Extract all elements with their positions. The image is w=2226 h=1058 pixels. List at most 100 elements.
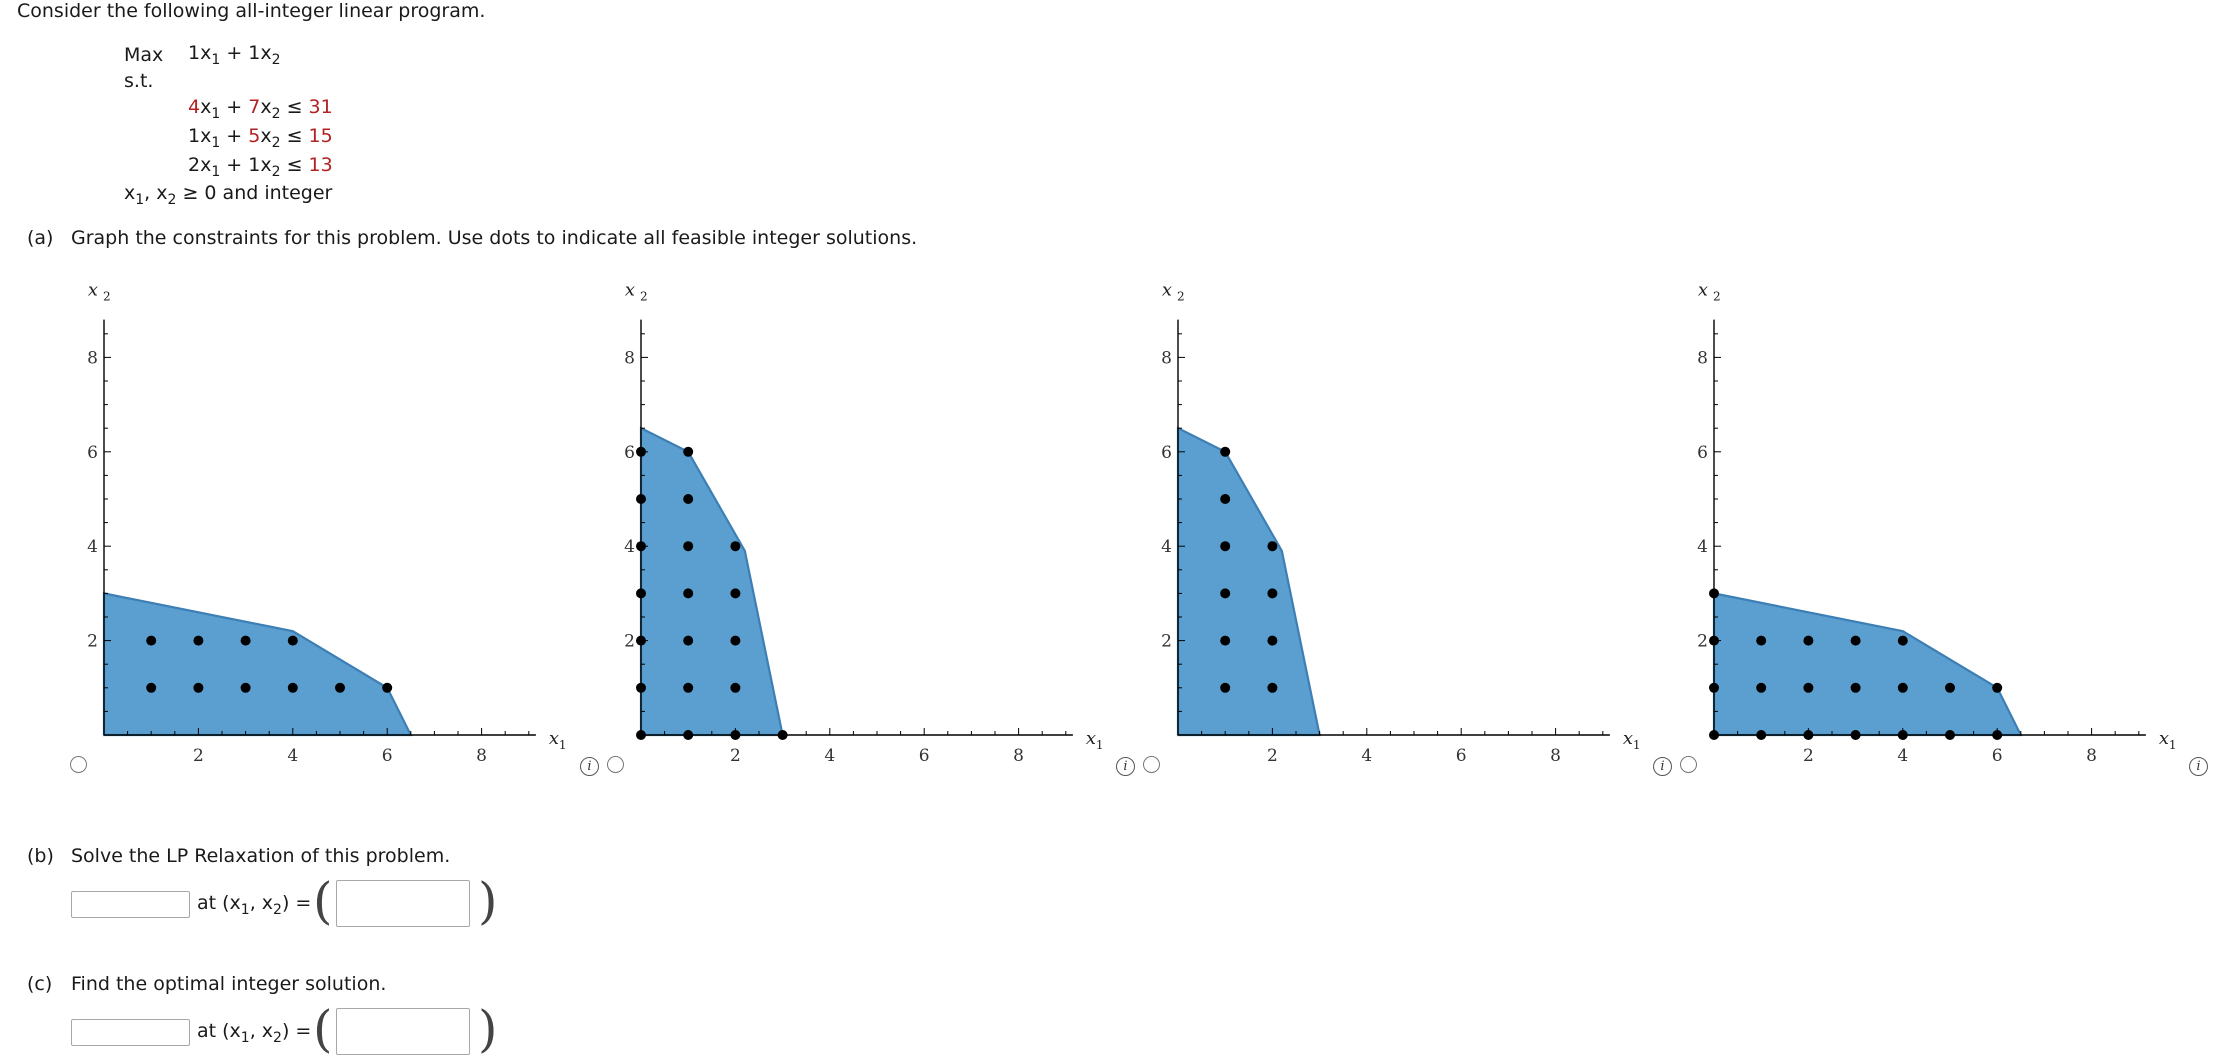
part-b-label: (b): [27, 845, 54, 867]
graph-1-integer-point: [240, 635, 251, 646]
graph-1-integer-point: [146, 635, 157, 646]
graph-2-integer-point: [636, 635, 646, 646]
graph-2-y-tick-label: 4: [624, 537, 635, 557]
graph-3-integer-point: [1267, 541, 1278, 552]
graph-1-x-axis-label: x: [549, 728, 559, 749]
graph-1-x-tick-label: 2: [193, 746, 204, 766]
graph-2-x-tick-label: 8: [1013, 746, 1024, 766]
part-c-label: (c): [27, 973, 53, 995]
graph-2-integer-point: [636, 541, 646, 552]
graph-4-integer-point: [1803, 635, 1814, 646]
graph-2-info-icon[interactable]: i: [1116, 757, 1135, 776]
part-c-value-input[interactable]: [71, 1019, 190, 1046]
graph-1-integer-point: [193, 635, 204, 646]
graph-4-integer-point: [1709, 588, 1719, 599]
graph-1-y-tick-label: 4: [87, 537, 98, 557]
graph-4-integer-point: [1756, 682, 1767, 693]
nonnegativity-constraint: x1, x2 ≥ 0 and integer: [124, 182, 333, 208]
graph-3-x-tick-label: 4: [1361, 746, 1372, 766]
graph-4-x-axis-label: x: [2159, 728, 2169, 749]
graph-4-y-axis-label-sub: 2: [1713, 290, 1721, 304]
graph-3-integer-point: [1220, 588, 1231, 599]
graph-2-integer-point: [730, 635, 741, 646]
graph-2-x-axis-label-sub: 1: [1096, 738, 1104, 752]
graph-1-y-tick-label: 2: [87, 632, 98, 652]
graph-2-y-axis-label-sub: 2: [640, 290, 648, 304]
graph-1-integer-point: [287, 635, 298, 646]
constraint-3: 2x1 + 1x2 ≤ 13: [188, 154, 333, 180]
graph-3-info-icon[interactable]: i: [1653, 757, 1672, 776]
graph-4-integer-point: [1756, 635, 1767, 646]
graph-3-y-axis-label: x: [1162, 280, 1172, 301]
graph-3-integer-point: [1220, 682, 1231, 693]
graph-4-integer-point: [1850, 730, 1861, 740]
graph-2-feasible-region: [639, 426, 784, 737]
graph-2-integer-point: [730, 588, 741, 599]
graph-3-radio[interactable]: [1143, 756, 1160, 773]
graph-2-integer-point: [636, 446, 646, 457]
graph-4-y-tick-label: 4: [1697, 537, 1708, 557]
part-c-left-paren: (: [313, 1000, 333, 1058]
part-c-text: Find the optimal integer solution.: [71, 973, 387, 995]
graph-3-x-tick-label: 6: [1456, 746, 1467, 766]
graph-4-radio[interactable]: [1680, 756, 1697, 773]
graph-4-integer-point: [1709, 730, 1719, 740]
graph-4-x-tick-label: 6: [1992, 746, 2003, 766]
graph-4-integer-point: [1709, 635, 1719, 646]
graph-3-x-tick-label: 8: [1550, 746, 1561, 766]
graph-4-integer-point: [1803, 682, 1814, 693]
graph-3-integer-point: [1220, 494, 1231, 504]
graph-3-integer-point: [1267, 588, 1278, 599]
graph-1-y-axis-label-sub: 2: [103, 290, 111, 304]
graph-4-integer-point: [1897, 730, 1908, 740]
part-c-at-label: at (x1, x2) =: [197, 1020, 312, 1046]
graph-4-info-icon[interactable]: i: [2189, 757, 2208, 776]
graph-2-integer-point: [683, 446, 694, 457]
part-b-text: Solve the LP Relaxation of this problem.: [71, 845, 451, 867]
intro-text: Consider the following all-integer linea…: [17, 0, 486, 22]
part-b-at-label: at (x1, x2) =: [197, 892, 312, 918]
part-b-right-paren: ): [478, 872, 498, 930]
graph-4-x-axis-label-sub: 1: [2169, 738, 2177, 752]
graph-2-radio[interactable]: [607, 756, 624, 773]
graph-3-integer-point: [1220, 635, 1231, 646]
graph-4-integer-point: [1897, 682, 1908, 693]
graph-2-integer-point: [683, 494, 694, 504]
part-b-left-paren: (: [313, 872, 333, 930]
graph-1-integer-point: [146, 682, 157, 693]
graph-4-y-axis-label: x: [1698, 280, 1708, 301]
graph-2-x-axis-label: x: [1086, 728, 1096, 749]
graph-2-x-tick-label: 4: [824, 746, 835, 766]
graph-1-integer-point: [335, 682, 345, 693]
graph-1-info-icon[interactable]: i: [580, 757, 599, 776]
graph-4-integer-point: [1803, 730, 1814, 740]
st-label: s.t.: [124, 70, 154, 92]
graph-2-y-tick-label: 6: [624, 443, 635, 463]
graph-3-y-tick-label: 2: [1161, 632, 1172, 652]
part-c-point-input[interactable]: [336, 1008, 470, 1055]
graph-3-x-axis-label-sub: 1: [1633, 738, 1641, 752]
graph-2-y-tick-label: 8: [624, 348, 635, 368]
graph-1-feasible-region: [102, 592, 413, 737]
graph-4-integer-point: [1897, 635, 1908, 646]
part-a-label: (a): [27, 227, 54, 249]
objective-function: 1x1 + 1x2: [188, 42, 281, 68]
graph-2-integer-point: [683, 730, 694, 740]
graph-2-integer-point: [636, 682, 646, 693]
part-a-text: Graph the constraints for this problem. …: [71, 227, 918, 249]
part-b-point-input[interactable]: [336, 880, 470, 927]
graph-1-y-axis-label: x: [88, 280, 98, 301]
graph-1-integer-point: [193, 682, 204, 693]
graph-4-x-tick-label: 2: [1803, 746, 1814, 766]
graph-1-x-tick-label: 6: [382, 746, 393, 766]
graph-4-integer-point: [1850, 635, 1861, 646]
graph-2-integer-point: [683, 682, 694, 693]
graph-3-y-axis-label-sub: 2: [1177, 290, 1185, 304]
constraint-1: 4x1 + 7x2 ≤ 31: [188, 96, 333, 122]
part-b-value-input[interactable]: [71, 891, 190, 918]
graph-2-integer-point: [636, 494, 646, 504]
graph-3-y-tick-label: 8: [1161, 348, 1172, 368]
graph-4-integer-point: [1992, 730, 2003, 740]
graph-1-radio[interactable]: [70, 756, 87, 773]
